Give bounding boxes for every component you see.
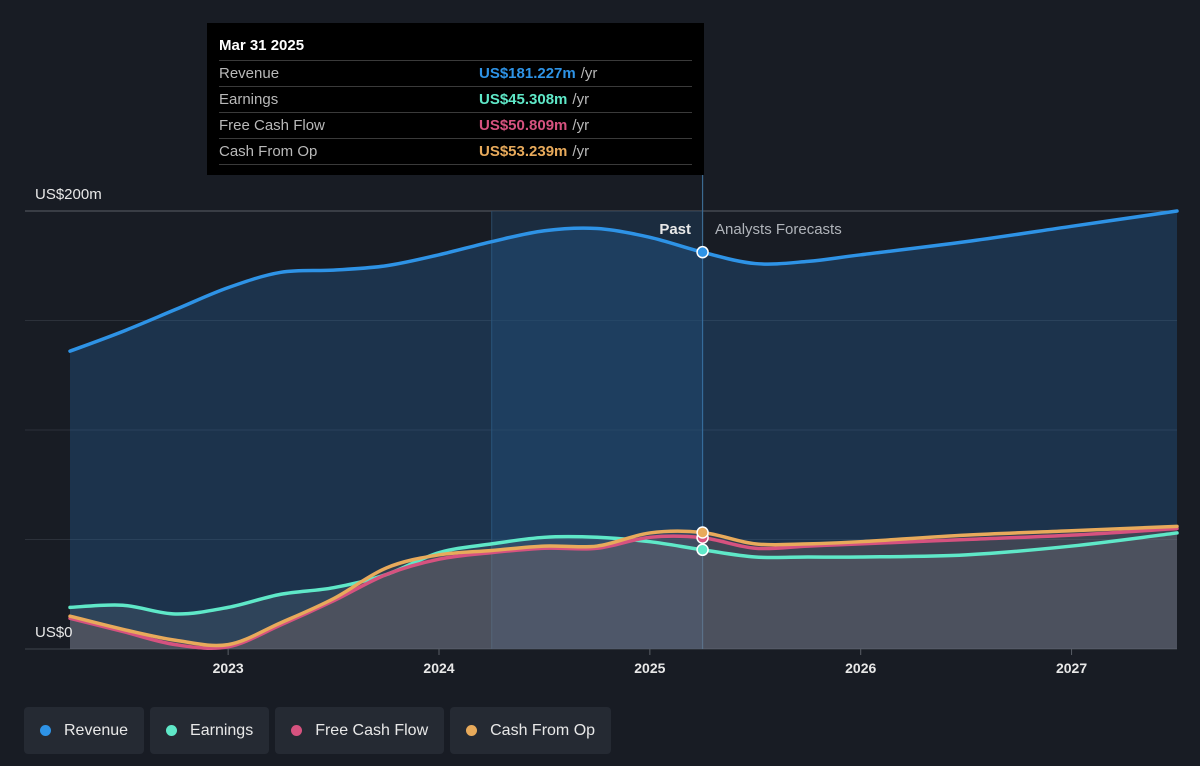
marker-earnings [696, 543, 709, 557]
tooltip-row-label: Cash From Op [219, 143, 318, 160]
tooltip-row-cash-from-op: Cash From Op US$53.239m /yr [219, 138, 692, 165]
y-axis-bottom-label: US$0 [35, 624, 73, 641]
past-highlight-band [491, 211, 703, 649]
marker-layer [696, 245, 709, 557]
x-tick-label: 2026 [845, 660, 876, 676]
cash-from-op-dot-icon [466, 725, 478, 736]
tooltip-row-label: Free Cash Flow [219, 117, 325, 134]
forecast-label: Analysts Forecasts [715, 221, 842, 238]
tooltip-row-free-cash-flow: Free Cash Flow US$50.809m /yr [219, 112, 692, 138]
legend-item-free-cash-flow[interactable]: Free Cash Flow [275, 707, 445, 754]
series-area-free-cash-flow [70, 528, 1177, 649]
x-tick-layer: 2023 2024 2025 2026 2027 [213, 649, 1087, 676]
revenue-dot-icon [40, 725, 51, 736]
chart-text-layer: US$200m US$0 Past Analysts Forecasts [35, 186, 842, 641]
earnings-dot-icon [166, 725, 178, 736]
tooltip-row-earnings: Earnings US$45.308m /yr [219, 86, 692, 112]
past-highlight-layer [491, 175, 704, 649]
free-cash-flow-dot-icon [291, 725, 303, 736]
series-line-free-cash-flow [68, 526, 1179, 650]
tooltip-row-unit: /yr [580, 65, 598, 82]
tooltip-row-label: Earnings [219, 91, 279, 108]
earnings-revenue-chart: US$200m US$0 Past Analysts Forecasts 202… [25, 175, 1179, 676]
area-layer [70, 211, 1177, 649]
tooltip-row-value: US$181.227m [479, 65, 576, 82]
series-line-earnings [68, 531, 1179, 616]
legend-label: Revenue [64, 721, 129, 739]
tooltip-row-value: US$50.809m [479, 117, 568, 134]
tooltip-row-label: Revenue [219, 65, 280, 82]
past-label: Past [659, 221, 691, 238]
tooltip-row-unit: /yr [572, 143, 590, 160]
series-area-earnings [70, 532, 1177, 649]
y-axis-top-label: US$200m [35, 186, 102, 203]
x-tick-label: 2024 [423, 660, 454, 676]
chart-legend: Revenue Earnings Free Cash Flow Cash Fro… [24, 707, 612, 754]
legend-label: Earnings [190, 721, 254, 739]
legend-item-earnings[interactable]: Earnings [150, 707, 270, 754]
tooltip-row-revenue: Revenue US$181.227m /yr [219, 60, 692, 86]
x-tick-label: 2027 [1056, 660, 1087, 676]
data-tooltip: Mar 31 2025 Revenue US$181.227m /yr Earn… [207, 23, 704, 175]
legend-label: Free Cash Flow [315, 721, 429, 739]
marker-revenue [696, 245, 709, 259]
tooltip-row-value: US$45.308m [479, 91, 568, 108]
tooltip-row-unit: /yr [572, 91, 590, 108]
legend-item-cash-from-op[interactable]: Cash From Op [450, 707, 612, 754]
legend-item-revenue[interactable]: Revenue [24, 707, 145, 754]
tooltip-row-unit: /yr [572, 117, 590, 134]
series-line-cash-from-op [68, 524, 1179, 648]
tooltip-row-value: US$53.239m [479, 143, 568, 160]
marker-cash-from-op [696, 526, 709, 539]
tooltip-date: Mar 31 2025 [219, 37, 305, 54]
series-line-revenue [68, 209, 1179, 353]
legend-label: Cash From Op [490, 721, 596, 739]
x-tick-label: 2025 [634, 660, 665, 676]
x-tick-label: 2023 [213, 660, 244, 676]
series-lines-layer [68, 209, 1179, 650]
